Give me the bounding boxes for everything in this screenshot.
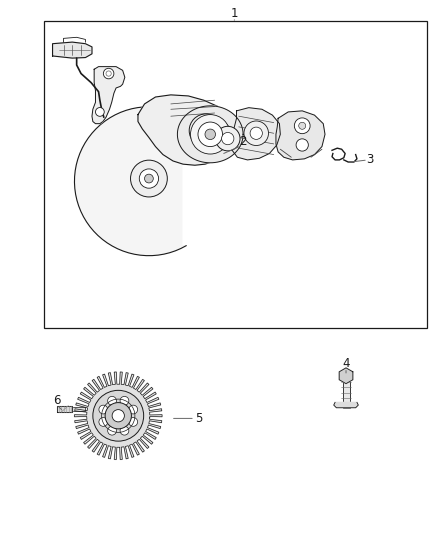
- Ellipse shape: [112, 409, 124, 422]
- Polygon shape: [339, 368, 353, 384]
- Ellipse shape: [108, 397, 117, 405]
- Text: 1: 1: [230, 7, 238, 20]
- Ellipse shape: [106, 71, 111, 76]
- Text: 5: 5: [196, 412, 203, 425]
- Ellipse shape: [215, 126, 240, 151]
- Polygon shape: [231, 108, 280, 160]
- Ellipse shape: [93, 390, 144, 441]
- Polygon shape: [334, 402, 358, 408]
- Ellipse shape: [198, 122, 223, 147]
- Ellipse shape: [250, 127, 262, 140]
- Polygon shape: [74, 107, 213, 256]
- Ellipse shape: [99, 417, 108, 426]
- Polygon shape: [138, 95, 234, 165]
- Text: 6: 6: [53, 394, 61, 407]
- Ellipse shape: [222, 132, 234, 145]
- Ellipse shape: [108, 426, 117, 435]
- Polygon shape: [74, 372, 162, 459]
- Ellipse shape: [120, 397, 129, 405]
- Text: 2: 2: [239, 135, 247, 148]
- Polygon shape: [53, 42, 92, 58]
- Bar: [72, 407, 85, 411]
- Ellipse shape: [105, 402, 131, 429]
- Polygon shape: [276, 111, 325, 160]
- Ellipse shape: [294, 118, 310, 134]
- Ellipse shape: [244, 121, 268, 146]
- Ellipse shape: [191, 115, 230, 154]
- Polygon shape: [177, 106, 243, 163]
- Ellipse shape: [205, 129, 215, 140]
- Ellipse shape: [198, 122, 214, 139]
- Ellipse shape: [120, 426, 129, 435]
- Ellipse shape: [95, 108, 104, 116]
- Text: 4: 4: [342, 357, 350, 370]
- Ellipse shape: [210, 127, 224, 141]
- Text: 3: 3: [367, 154, 374, 166]
- Ellipse shape: [139, 169, 159, 188]
- Ellipse shape: [131, 160, 167, 197]
- Ellipse shape: [99, 405, 108, 414]
- Ellipse shape: [299, 122, 306, 130]
- Ellipse shape: [296, 139, 308, 151]
- Ellipse shape: [103, 68, 114, 79]
- Polygon shape: [57, 406, 72, 412]
- Ellipse shape: [145, 174, 153, 183]
- Polygon shape: [92, 67, 125, 124]
- Ellipse shape: [129, 405, 138, 414]
- Ellipse shape: [189, 114, 223, 147]
- Ellipse shape: [203, 120, 231, 148]
- Bar: [343, 376, 350, 408]
- Ellipse shape: [129, 417, 138, 426]
- Bar: [44, 21, 427, 328]
